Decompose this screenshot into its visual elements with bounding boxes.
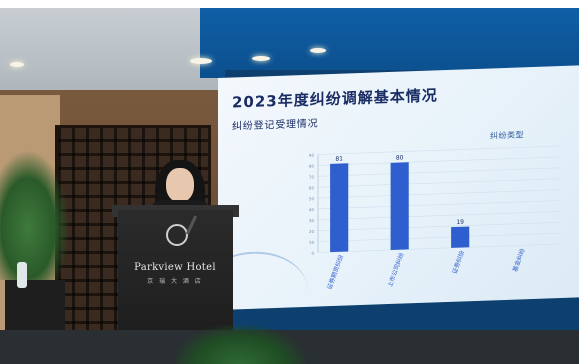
chart-bar [390, 162, 409, 250]
chart-gridline [318, 189, 560, 199]
chart-x-tick-label: 证券期货纠纷 [325, 254, 345, 290]
chart-bar [451, 226, 470, 248]
chart-svg: 0 10 20 30 40 50 60 70 80 90 81 证券期货纠纷 80 上市公司纠纷 19 证券纠… [309, 145, 560, 290]
chart-y-tick-label: 10 [309, 240, 315, 245]
chart-data-label: 81 [335, 155, 343, 162]
hotel-logo-icon [166, 224, 188, 246]
chart-gridline [318, 167, 560, 177]
slide-title: 2023年度纠纷调解基本情况 [232, 86, 438, 112]
ceiling-light [310, 48, 326, 53]
podium-brand: Parkview Hotel [134, 262, 216, 273]
chart-gridline [318, 200, 560, 210]
chart-y-tick-label: 70 [309, 174, 315, 179]
ceiling-light [252, 56, 270, 61]
chart-gridline [318, 232, 560, 242]
chart-x-tick-label: 上市公司纠纷 [386, 252, 406, 289]
chart-gridline [318, 221, 560, 232]
ceiling-light [10, 62, 24, 67]
chart-y-tick-label: 20 [309, 229, 315, 234]
chart-gridline [318, 178, 560, 188]
podium-brand-sub: 京 瑞 大 酒 店 [147, 278, 203, 285]
photo-top-border [0, 0, 579, 8]
ceiling-light [190, 58, 212, 64]
chart-data-label: 80 [396, 154, 404, 161]
chart-y-tick-label: 90 [309, 153, 315, 158]
slide-subtitle: 纠纷登记受理情况 [232, 118, 319, 133]
chart-gridline [318, 211, 560, 221]
presentation-slide: 2023年度纠纷调解基本情况 纠纷登记受理情况 纠纷类型 0 10 20 30 40 50… [218, 65, 579, 310]
water-bottle [17, 262, 27, 288]
bar-chart: 纠纷类型 0 10 20 30 40 50 60 70 80 90 81 证券期货纠纷 80 上市公司纠纷… [298, 126, 568, 290]
chart-data-label: 19 [456, 219, 464, 226]
chart-x-tick-label: 证券纠纷 [450, 250, 466, 275]
chart-y-tick-label: 40 [309, 207, 315, 212]
chart-gridline [318, 145, 560, 155]
chart-y-tick-label: 50 [309, 196, 315, 201]
ceiling-blue-panel [200, 8, 579, 78]
chart-x-tick-label: 基金纠纷 [511, 247, 527, 272]
chart-bar [330, 163, 349, 253]
chart-gridline [318, 156, 560, 166]
chart-y-tick-label: 60 [309, 185, 315, 190]
chart-y-tick-label: 0 [311, 251, 314, 256]
chart-gridline [318, 243, 560, 253]
potted-plant [0, 150, 70, 280]
speaker-face [166, 168, 194, 202]
chart-y-tick-label: 80 [309, 164, 315, 169]
chart-y-tick-label: 30 [309, 218, 315, 223]
foreground-plant [175, 325, 305, 364]
